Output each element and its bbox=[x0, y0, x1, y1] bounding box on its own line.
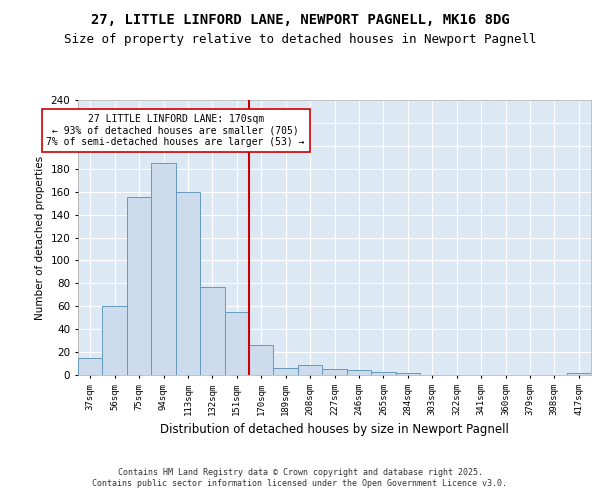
Bar bbox=[78, 358, 103, 375]
Bar bbox=[224, 312, 249, 375]
Bar bbox=[274, 368, 298, 375]
Text: Size of property relative to detached houses in Newport Pagnell: Size of property relative to detached ho… bbox=[64, 32, 536, 46]
Y-axis label: Number of detached properties: Number of detached properties bbox=[35, 156, 45, 320]
Bar bbox=[298, 364, 322, 375]
Bar bbox=[322, 370, 347, 375]
Bar bbox=[347, 370, 371, 375]
Text: 27 LITTLE LINFORD LANE: 170sqm
← 93% of detached houses are smaller (705)
7% of : 27 LITTLE LINFORD LANE: 170sqm ← 93% of … bbox=[46, 114, 305, 147]
Text: Contains HM Land Registry data © Crown copyright and database right 2025.
Contai: Contains HM Land Registry data © Crown c… bbox=[92, 468, 508, 487]
Bar bbox=[371, 372, 395, 375]
Bar bbox=[200, 287, 224, 375]
Bar bbox=[249, 345, 274, 375]
Bar bbox=[176, 192, 200, 375]
Text: 27, LITTLE LINFORD LANE, NEWPORT PAGNELL, MK16 8DG: 27, LITTLE LINFORD LANE, NEWPORT PAGNELL… bbox=[91, 12, 509, 26]
Bar bbox=[127, 198, 151, 375]
Bar bbox=[395, 372, 420, 375]
Bar bbox=[151, 163, 176, 375]
Bar bbox=[103, 306, 127, 375]
Bar bbox=[566, 372, 591, 375]
X-axis label: Distribution of detached houses by size in Newport Pagnell: Distribution of detached houses by size … bbox=[160, 423, 509, 436]
